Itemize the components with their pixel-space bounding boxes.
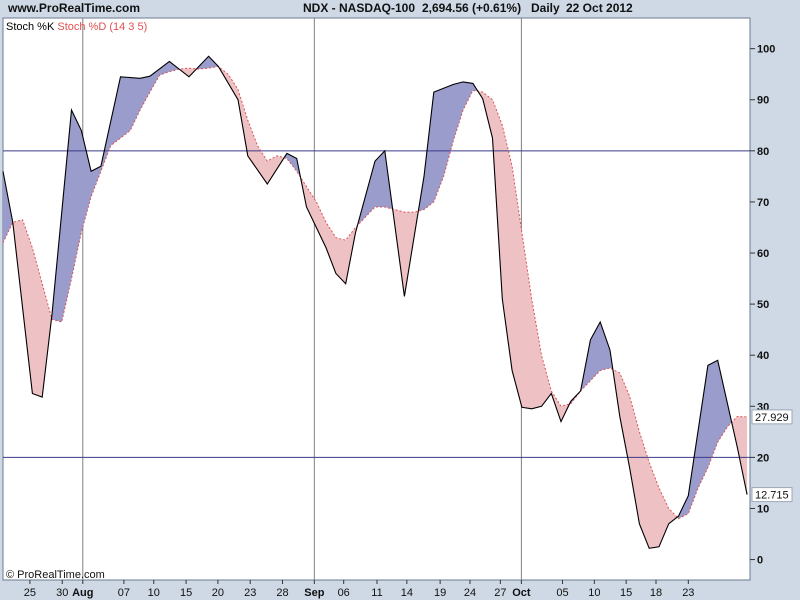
k-above-fill-4	[196, 56, 219, 70]
k-above-fill-10	[418, 81, 478, 212]
x-tick-label-10: 06	[338, 587, 350, 599]
y-tick-label-80: 80	[757, 146, 769, 158]
x-tick-label-19: 15	[620, 587, 632, 599]
legend-d: Stoch %D (14 3 5)	[57, 21, 147, 33]
k-above-fill-14	[677, 360, 732, 519]
period-label: Daily	[531, 1, 560, 15]
x-tick-label-15: 27	[494, 587, 506, 599]
y-tick-label-90: 90	[757, 95, 769, 107]
price-change: 2,694.56 (+0.61%)	[422, 1, 522, 15]
d-above-fill-13	[612, 369, 678, 549]
x-tick-label-2: Aug	[72, 587, 93, 599]
legend: Stoch %K Stoch %D (14 3 5)	[6, 21, 147, 33]
y-tick-label-20: 20	[757, 452, 769, 464]
y-tick-label-10: 10	[757, 503, 769, 515]
x-tick-label-3: 07	[118, 587, 130, 599]
x-tick-label-13: 19	[434, 587, 446, 599]
y-tick-label-0: 0	[757, 555, 763, 567]
x-tick-label-0: 25	[24, 587, 36, 599]
x-tick-label-12: 14	[401, 587, 413, 599]
k-above-fill-2	[51, 61, 180, 323]
x-tick-label-20: 18	[650, 587, 662, 599]
y-tick-label-40: 40	[757, 350, 769, 362]
header-date: 22 Oct 2012	[566, 1, 633, 15]
last-value-k-box	[751, 487, 793, 503]
last-value-d-box	[751, 409, 793, 425]
legend-k: Stoch %K	[6, 21, 57, 33]
y-tick-label-70: 70	[757, 197, 769, 209]
d-above-fill-1	[12, 219, 52, 398]
k-above-fill-12	[569, 322, 613, 405]
x-tick-label-17: 05	[556, 587, 568, 599]
y-tick-label-100: 100	[757, 44, 775, 56]
x-tick-label-5: 15	[180, 587, 192, 599]
y-tick-label-60: 60	[757, 248, 769, 260]
copyright: © ProRealTime.com	[6, 569, 105, 581]
k-above-fill-0	[3, 171, 13, 243]
site-title[interactable]: www.ProRealTime.com	[8, 1, 141, 15]
x-tick-label-18: 10	[588, 587, 600, 599]
d-above-fill-7	[300, 177, 358, 284]
y-tick-label-50: 50	[757, 299, 769, 311]
x-tick-label-4: 10	[148, 587, 160, 599]
x-tick-label-1: 30	[56, 587, 68, 599]
d-above-fill-3	[179, 68, 197, 77]
x-tick-label-14: 24	[464, 587, 476, 599]
x-tick-label-9: Sep	[304, 587, 324, 599]
x-tick-label-7: 23	[244, 587, 256, 599]
d-above-fill-11	[478, 91, 570, 422]
x-tick-label-16: Oct	[512, 587, 531, 599]
stoch-k-line	[2, 55, 748, 549]
last-value-k: 12.715	[755, 490, 789, 502]
d-above-fill-9	[392, 209, 419, 297]
k-above-fill-8	[357, 150, 393, 226]
x-tick-label-21: 23	[682, 587, 694, 599]
x-tick-label-11: 11	[371, 587, 382, 599]
x-tick-label-8: 28	[276, 587, 288, 599]
last-value-d: 27.929	[755, 412, 789, 424]
instrument-name: NDX - NASDAQ-100	[303, 1, 416, 15]
x-tick-label-6: 20	[212, 587, 224, 599]
